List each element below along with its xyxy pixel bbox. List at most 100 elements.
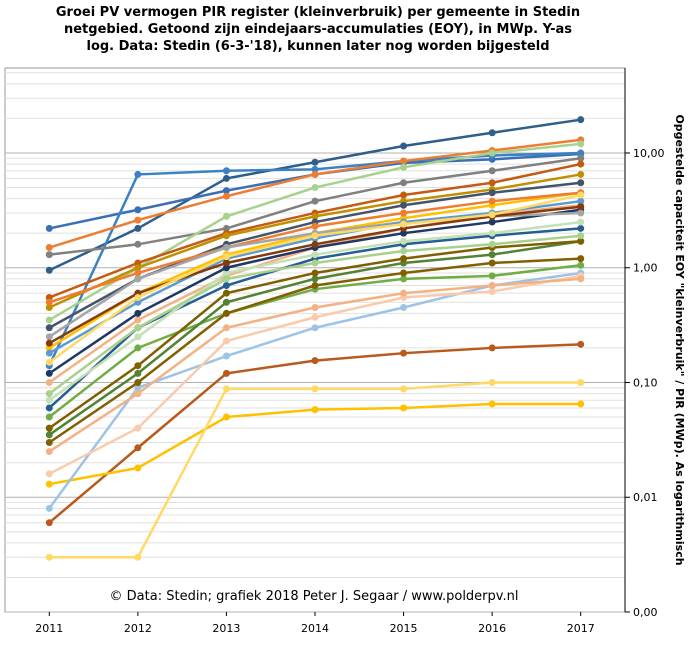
point: [577, 154, 585, 162]
point: [45, 316, 53, 324]
point: [222, 281, 230, 289]
point: [577, 400, 585, 408]
point: [222, 337, 230, 345]
point: [134, 240, 142, 248]
x-tick-label: 2013: [212, 622, 240, 635]
point: [134, 390, 142, 398]
point: [134, 444, 142, 452]
point: [134, 224, 142, 232]
point: [311, 232, 319, 240]
point: [577, 116, 585, 124]
point: [222, 289, 230, 297]
point: [222, 385, 230, 393]
point: [45, 448, 53, 456]
point: [134, 464, 142, 472]
point: [134, 216, 142, 224]
point: [488, 259, 496, 267]
point: [222, 253, 230, 261]
point: [45, 266, 53, 274]
point: [400, 255, 408, 263]
point: [311, 324, 319, 332]
point: [400, 275, 408, 283]
point: [45, 413, 53, 421]
point: [577, 203, 585, 211]
point: [222, 369, 230, 377]
point: [311, 313, 319, 321]
point: [222, 244, 230, 252]
x-tick-label: 2012: [124, 622, 152, 635]
y-tick-label: 0,00: [633, 606, 658, 619]
point: [134, 316, 142, 324]
point: [134, 269, 142, 277]
point: [45, 298, 53, 306]
point: [400, 201, 408, 209]
point: [488, 344, 496, 352]
point: [134, 275, 142, 283]
point: [400, 157, 408, 165]
point: [45, 324, 53, 332]
point: [222, 298, 230, 306]
point: [222, 167, 230, 175]
point: [134, 378, 142, 386]
point: [311, 240, 319, 248]
point: [311, 170, 319, 178]
x-tick-label: 2011: [35, 622, 63, 635]
point: [134, 384, 142, 392]
point: [400, 191, 408, 199]
point: [577, 340, 585, 348]
chart-title: log. Data: Stedin (6-3-'18), kunnen late…: [86, 39, 549, 54]
point: [134, 369, 142, 377]
y-tick-label: 1,00: [633, 262, 658, 275]
point: [222, 309, 230, 317]
point: [45, 339, 53, 347]
point: [311, 357, 319, 365]
annotation: © Data: Stedin; grafiek 2018 Peter J. Se…: [110, 589, 519, 604]
point: [222, 192, 230, 200]
point: [488, 400, 496, 408]
point: [577, 170, 585, 178]
point: [45, 224, 53, 232]
point: [45, 431, 53, 439]
point: [222, 413, 230, 421]
point: [400, 289, 408, 297]
point: [134, 309, 142, 317]
x-tick-label: 2014: [301, 622, 329, 635]
point: [311, 165, 319, 173]
point: [577, 218, 585, 226]
point: [311, 222, 319, 230]
point: [222, 212, 230, 220]
point: [134, 170, 142, 178]
point: [45, 390, 53, 398]
point: [311, 269, 319, 277]
point: [577, 160, 585, 168]
y-tick-label: 0,10: [633, 376, 658, 389]
point: [45, 358, 53, 366]
point: [400, 304, 408, 312]
point: [134, 344, 142, 352]
point: [45, 244, 53, 252]
point: [488, 240, 496, 248]
point: [488, 149, 496, 157]
point: [222, 352, 230, 360]
point: [45, 424, 53, 432]
point: [134, 553, 142, 561]
x-tick-label: 2017: [567, 622, 595, 635]
point: [311, 275, 319, 283]
point: [488, 218, 496, 226]
point: [577, 197, 585, 205]
point: [45, 251, 53, 259]
point: [577, 140, 585, 148]
point: [400, 179, 408, 187]
point: [400, 237, 408, 245]
point: [45, 396, 53, 404]
x-tick-label: 2015: [390, 622, 418, 635]
point: [45, 378, 53, 386]
point: [488, 189, 496, 197]
point: [222, 275, 230, 283]
point: [400, 163, 408, 171]
point: [134, 206, 142, 214]
point: [134, 294, 142, 302]
point: [400, 404, 408, 412]
x-tick-label: 2016: [478, 622, 506, 635]
point: [311, 197, 319, 205]
